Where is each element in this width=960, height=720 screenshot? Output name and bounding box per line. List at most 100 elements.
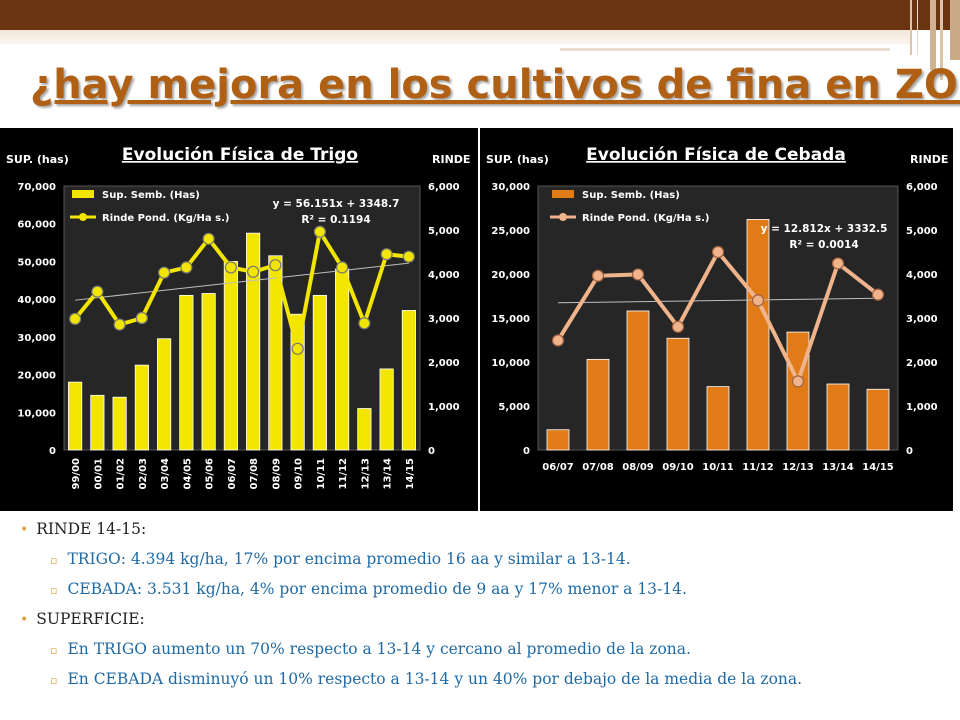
trigo-right-tick: 6,000: [428, 182, 460, 193]
trigo-bar: [312, 294, 327, 451]
trigo-left-axis-label: SUP. (has): [6, 153, 69, 166]
bullet-sup-trigo-text: En TRIGO aumento un 70% respecto a 13-14…: [67, 640, 691, 658]
cebada-rinde-point: [871, 288, 885, 301]
cebada-right-tick: 6,000: [906, 182, 938, 193]
trigo-rinde-point: [202, 232, 215, 245]
trigo-left-tick: 10,000: [17, 408, 56, 419]
trigo-bar: [223, 261, 238, 451]
cebada-left-axis-label: SUP. (has): [486, 153, 549, 166]
bullet-rinde: • RINDE 14-15:: [20, 520, 147, 538]
bullet-rinde-cebada-text: CEBADA: 3.531 kg/ha, 4% por encima prome…: [67, 580, 687, 598]
trigo-category-label: 09/10: [294, 458, 305, 490]
trigo-rinde-point: [336, 261, 349, 274]
cebada-right-tick: 2,000: [906, 358, 938, 369]
trigo-category-label: 05/06: [205, 458, 216, 490]
cebada-left-tick: 15,000: [491, 314, 530, 325]
cebada-left-tick: 0: [523, 446, 530, 457]
cebada-category-label: 10/11: [702, 462, 734, 473]
cebada-left-tick: 10,000: [491, 358, 530, 369]
trigo-bar: [246, 232, 261, 451]
trigo-right-tick: 3,000: [428, 314, 460, 325]
trigo-bar: [134, 364, 149, 451]
trigo-left-tick: 20,000: [17, 371, 56, 382]
cebada-rinde-point: [551, 334, 565, 347]
cebada-rinde-point: [751, 294, 765, 307]
cebada-legend-line-marker: [559, 213, 567, 221]
cebada-right-tick: 0: [906, 446, 913, 457]
trigo-trend-r2: R² = 0.1194: [301, 214, 370, 226]
cebada-bar: [706, 386, 730, 451]
trigo-rinde-point: [69, 312, 82, 325]
cebada-left-tick: 30,000: [491, 182, 530, 193]
trigo-category-label: 01/02: [116, 458, 127, 490]
trigo-rinde-point: [313, 225, 326, 238]
trigo-trendline: [75, 262, 409, 301]
trigo-category-label: 10/11: [316, 458, 327, 490]
bullet-rinde-cebada: ▫ CEBADA: 3.531 kg/ha, 4% por encima prom…: [50, 580, 687, 598]
top-decoration: [0, 0, 960, 80]
trigo-category-label: 99/00: [71, 458, 82, 490]
cebada-rinde-point: [711, 245, 725, 259]
trigo-rinde-point: [247, 265, 260, 278]
trigo-rinde-point: [358, 317, 371, 330]
cebada-chart: Evolución Física de Cebada SUP. (has) RIND…: [480, 128, 953, 511]
trigo-bar: [335, 268, 350, 451]
trigo-rinde-point: [113, 318, 126, 331]
trigo-chart: Evolución Física de Trigo SUP. (has) RINDE…: [0, 128, 478, 511]
cebada-legend-line-label: Rinde Pond. (Kg/Ha s.): [582, 213, 709, 224]
bullet-superficie: • SUPERFICIE:: [20, 610, 145, 628]
bullet-rinde-text: RINDE 14-15:: [36, 520, 147, 538]
cebada-category-label: 09/10: [662, 462, 694, 473]
bullet-rinde-trigo-text: TRIGO: 4.394 kg/ha, 17% por encima prome…: [67, 550, 631, 568]
bullet-rinde-trigo: ▫ TRIGO: 4.394 kg/ha, 17% por encima prom…: [50, 550, 631, 568]
trigo-right-tick: 4,000: [428, 270, 460, 281]
trigo-legend-line-marker: [79, 213, 87, 221]
trigo-right-tick: 1,000: [428, 402, 460, 413]
trigo-right-tick: 5,000: [428, 226, 460, 237]
cebada-left-tick: 20,000: [491, 270, 530, 281]
cebada-rinde-point: [591, 269, 605, 282]
cebada-rinde-point: [631, 268, 645, 281]
cebada-rinde-point: [791, 375, 805, 388]
trigo-left-tick: 50,000: [17, 257, 56, 268]
trigo-left-tick: 70,000: [17, 182, 56, 193]
trigo-category-label: 04/05: [182, 458, 193, 490]
cebada-trend-r2: R² = 0.0014: [789, 239, 858, 251]
trigo-chart-svg: Evolución Física de Trigo SUP. (has) RINDE…: [6, 145, 470, 490]
cebada-rinde-point: [671, 320, 685, 333]
cebada-right-tick: 1,000: [906, 402, 938, 413]
trigo-rinde-point: [291, 342, 304, 355]
cebada-bar: [786, 331, 810, 451]
trigo-bar: [157, 338, 172, 451]
cebada-category-label: 08/09: [622, 462, 654, 473]
slide-title: ¿hay mejora en los cultivos de fina en Z…: [30, 62, 960, 108]
cebada-category-label: 07/08: [582, 462, 614, 473]
trigo-rinde-point: [402, 250, 415, 263]
trigo-rinde-point: [380, 248, 393, 261]
cebada-bar: [746, 219, 770, 451]
trigo-bar: [357, 408, 372, 451]
trigo-bar: [268, 255, 283, 451]
trigo-category-label: 11/12: [338, 458, 349, 490]
trigo-rinde-point: [91, 285, 104, 298]
trigo-right-tick: 0: [428, 446, 435, 457]
cebada-category-label: 11/12: [742, 462, 774, 473]
cebada-bar: [626, 310, 650, 451]
bullet-sup-cebada-text: En CEBADA disminuyó un 10% respecto a 13…: [67, 670, 803, 688]
trigo-rinde-point: [180, 261, 193, 274]
trigo-left-tick: 0: [49, 446, 56, 457]
trigo-rinde-point: [135, 311, 148, 325]
trigo-left-tick: 40,000: [17, 295, 56, 306]
cebada-chart-svg: Evolución Física de Cebada SUP. (has) RIND…: [486, 145, 948, 473]
trigo-category-label: 00/01: [93, 458, 104, 490]
trigo-bar: [401, 310, 416, 451]
trigo-trend-equation: y = 56.151x + 3348.7: [273, 198, 400, 210]
trigo-legend-bar-swatch: [72, 190, 94, 198]
cebada-left-tick: 25,000: [491, 226, 530, 237]
cebada-bar: [546, 429, 570, 451]
trigo-rinde-point: [158, 266, 171, 279]
trigo-bar: [90, 394, 105, 451]
trigo-rinde-point: [224, 261, 237, 274]
bullet-superficie-text: SUPERFICIE:: [36, 610, 145, 628]
trigo-bar: [179, 294, 194, 451]
